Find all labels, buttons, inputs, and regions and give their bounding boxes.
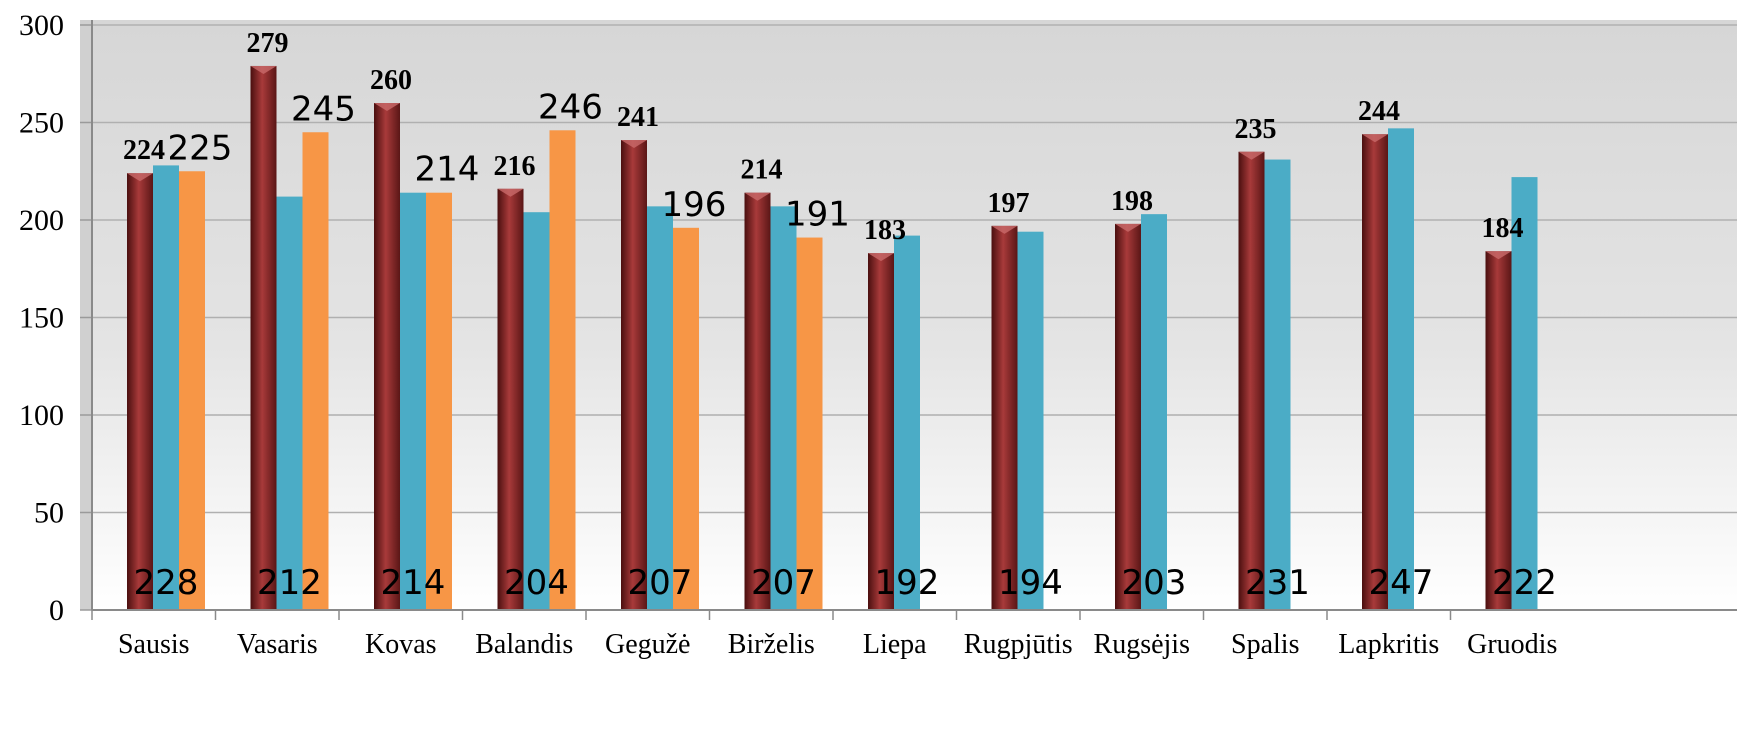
x-category-label: Kovas [365,629,437,660]
data-label-series-2: 247 [1369,563,1434,603]
bar-series-2 [523,212,550,610]
data-label-series-2: 214 [381,563,446,603]
bar-series-1 [868,253,894,610]
bar-series-2 [1388,128,1414,610]
bar-bevel [1362,134,1388,143]
plot-side-wall [80,20,92,610]
axes: 0 50 100 150 200 250 300 Sausis Vasaris Kovas Bala… [19,9,1737,660]
bar-series-2 [400,192,426,610]
x-category-label: Balandis [475,629,573,660]
x-category-label: Vasaris [237,629,318,660]
bar-bevel [374,103,400,111]
bar-bevel [250,65,277,74]
bar-series-1 [127,173,153,610]
bar-series-1 [991,225,1018,610]
data-label-series-3: 225 [168,128,233,168]
bar-series-3 [673,227,699,611]
data-label-series-1: 184 [1482,213,1524,244]
data-label-series-2: 192 [875,563,940,603]
bar-series-2 [1141,214,1167,610]
bar-series-2 [1017,231,1044,610]
bar-bevel [991,225,1018,234]
y-tick-label: 150 [19,302,64,335]
bar-series-1 [621,140,647,611]
data-label-series-1: 198 [1111,186,1153,217]
y-tick-label: 250 [19,107,64,140]
data-label-series-3: 196 [662,185,727,225]
data-label-series-2: 231 [1245,563,1310,603]
bar-series-1 [744,192,771,610]
y-tick-label: 300 [19,9,64,42]
data-label-series-1: 197 [988,188,1030,219]
data-label-series-2: 204 [504,563,569,603]
data-label-series-3: 191 [785,195,850,235]
data-label-series-2: 207 [751,563,816,603]
bar-series-2 [276,196,303,610]
bar-series-1 [1362,134,1388,610]
bar-series-2 [894,235,920,610]
bar-series-2 [153,165,179,610]
bar-series-3 [179,171,205,610]
data-label-series-1: 279 [247,28,289,59]
data-label-series-2: 228 [134,563,199,603]
data-label-series-2: 222 [1492,563,1557,603]
bar-series-1 [1485,251,1512,610]
data-label-series-3: 214 [415,150,480,190]
y-tick-label: 50 [34,497,64,530]
x-category-label: Liepa [863,629,927,660]
data-labels: 224 228 225 279 212 245 260 214 214 216 204 246 241 2… [123,28,1557,603]
bar-series-3 [302,132,329,610]
bar-series-3 [796,237,823,611]
bar-series-2 [770,206,797,610]
bar-bevel [1485,251,1512,260]
data-label-series-3: 245 [291,89,356,129]
x-category-label: Gegužė [605,629,691,660]
bar-bevel [1238,151,1265,160]
bar-series-1 [374,103,400,610]
data-label-series-2: 203 [1122,563,1187,603]
bar-series-1 [497,188,524,611]
bar-bevel [744,192,771,201]
data-label-series-2: 207 [628,563,693,603]
data-label-series-1: 241 [617,102,659,133]
y-tick-label: 100 [19,399,64,432]
x-category-label: Lapkritis [1338,629,1439,660]
bar-series-2 [1511,177,1538,610]
bar-bevel [621,140,647,149]
data-label-series-2: 194 [998,563,1063,603]
x-category-label: Gruodis [1467,629,1557,660]
bar-bevel [497,188,524,197]
y-tick-label: 0 [49,594,64,627]
data-label-series-1: 260 [370,65,412,96]
data-label-series-1: 244 [1358,96,1400,127]
bar-series-1 [1115,223,1141,610]
x-category-label: Spalis [1231,629,1299,660]
bar-series-1 [250,65,277,610]
x-category-label: Sausis [118,629,190,660]
bars [127,65,1538,611]
x-category-label: Rugsėjis [1094,629,1190,660]
x-category-label: Birželis [728,629,815,660]
x-category-label: Rugpjūtis [964,629,1073,660]
bar-bevel [127,173,153,182]
bar-series-2 [1264,159,1291,611]
bar-series-3 [549,130,576,611]
data-label-series-1: 183 [864,215,906,246]
bar-bevel [1115,223,1141,232]
bar-bevel [868,253,894,262]
data-label-series-3: 246 [538,87,603,127]
data-label-series-1: 216 [494,151,536,182]
bar-series-1 [1238,151,1265,610]
data-label-series-2: 212 [257,563,322,603]
data-label-series-1: 214 [741,155,783,186]
data-label-series-1: 235 [1235,114,1277,145]
data-label-series-1: 224 [123,135,165,166]
bar-series-3 [426,192,452,610]
y-tick-label: 200 [19,204,64,237]
bar-series-2 [647,206,673,610]
